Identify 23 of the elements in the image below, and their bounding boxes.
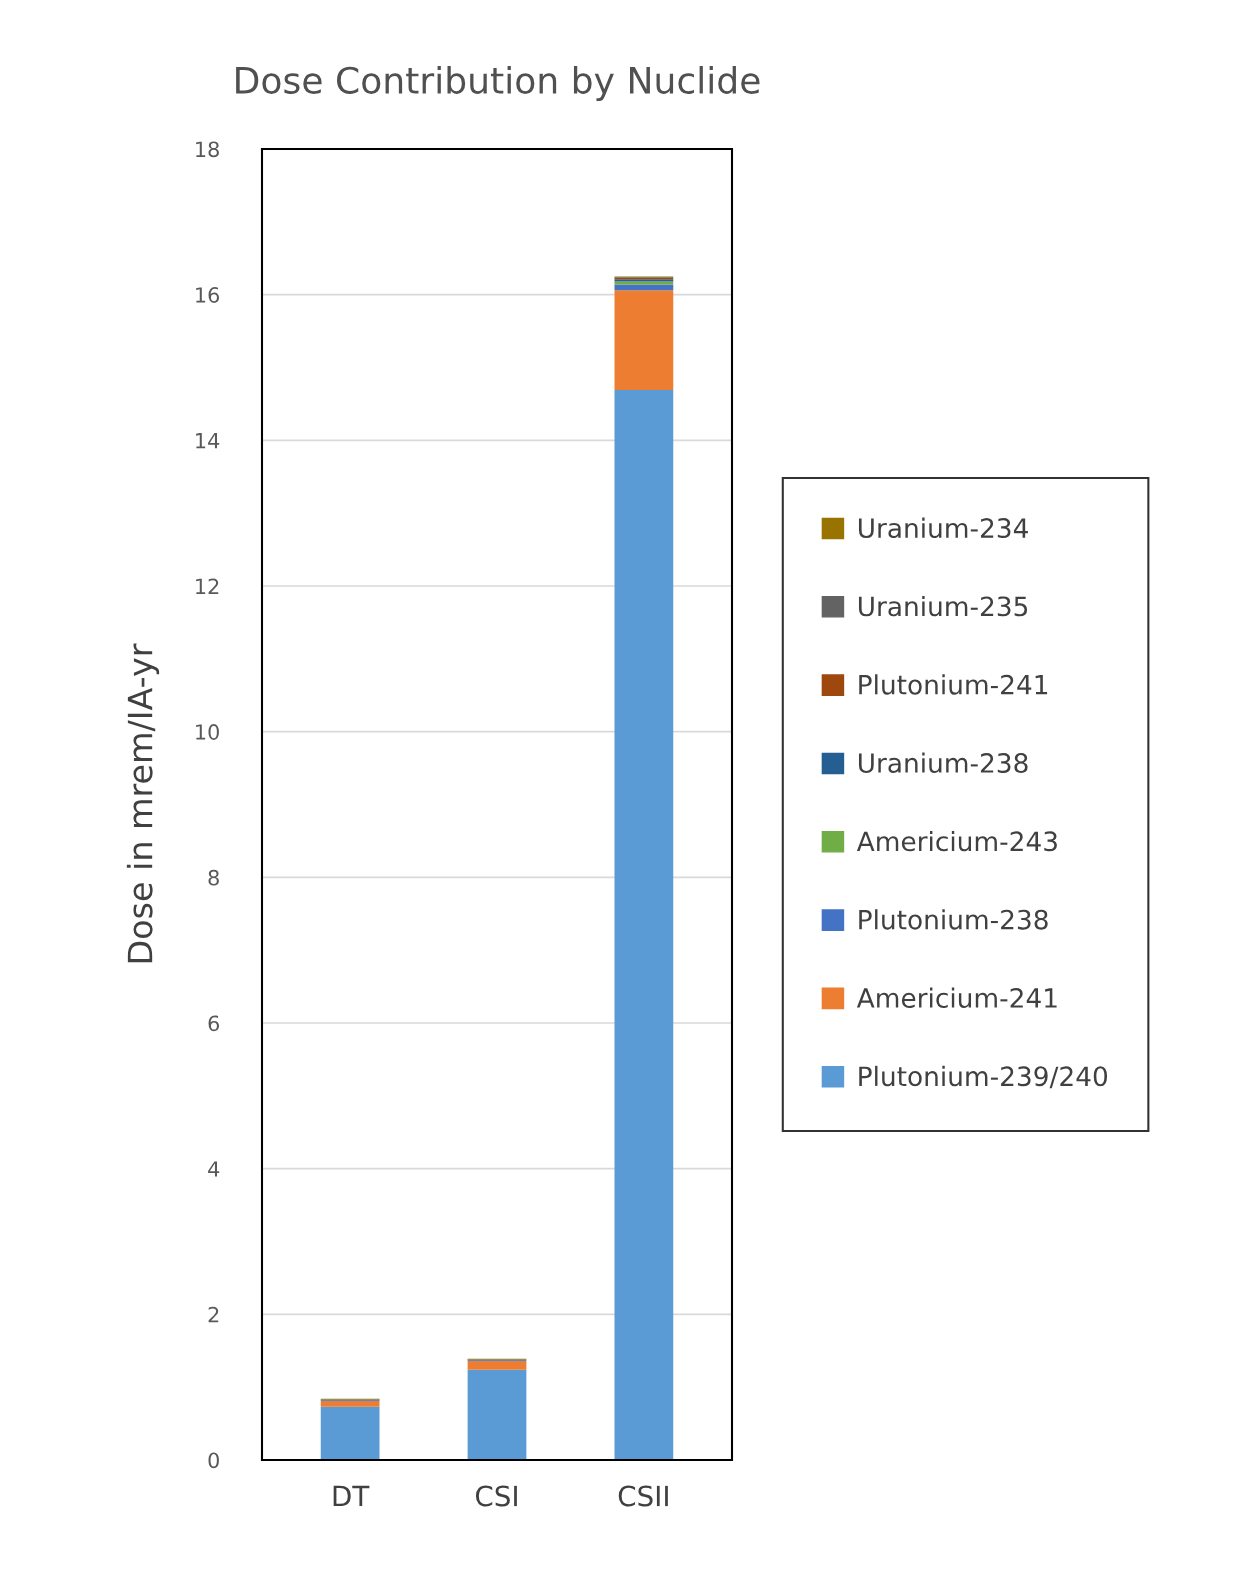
x-tick-label: DT (333, 1485, 370, 1507)
legend-label: Plutonium-238 (859, 909, 1048, 930)
legend-label: Uranium-235 (858, 595, 1028, 617)
legend-label: Uranium-238 (858, 752, 1028, 773)
y-tick-label: 6 (208, 1015, 220, 1032)
x-tick-label: CSII (618, 1485, 668, 1507)
legend-label: Americium-241 (856, 987, 1057, 1008)
y-tick-label: 16 (196, 287, 220, 303)
legend-label: Plutonium-239/240 (859, 1065, 1108, 1089)
x-tick-label: CSI (475, 1485, 517, 1507)
y-tick-label: 2 (208, 1306, 219, 1323)
y-tick-label: 14 (196, 433, 220, 449)
y-tick-label: 10 (196, 724, 219, 740)
legend-label: Uranium-234 (858, 517, 1028, 539)
y-tick-label: 12 (196, 578, 219, 594)
legend-label: Plutonium-241 (859, 674, 1048, 695)
y-tick-label: 18 (196, 141, 219, 158)
y-axis-title: Dose in mrem/IA-yr (126, 643, 160, 963)
legend-label: Americium-243 (856, 830, 1057, 852)
y-tick-label: 4 (208, 1161, 220, 1177)
y-tick-label: 8 (208, 869, 219, 886)
y-tick-label: 0 (208, 1452, 219, 1469)
chart-title: Dose Contribution by Nuclide (236, 66, 760, 101)
